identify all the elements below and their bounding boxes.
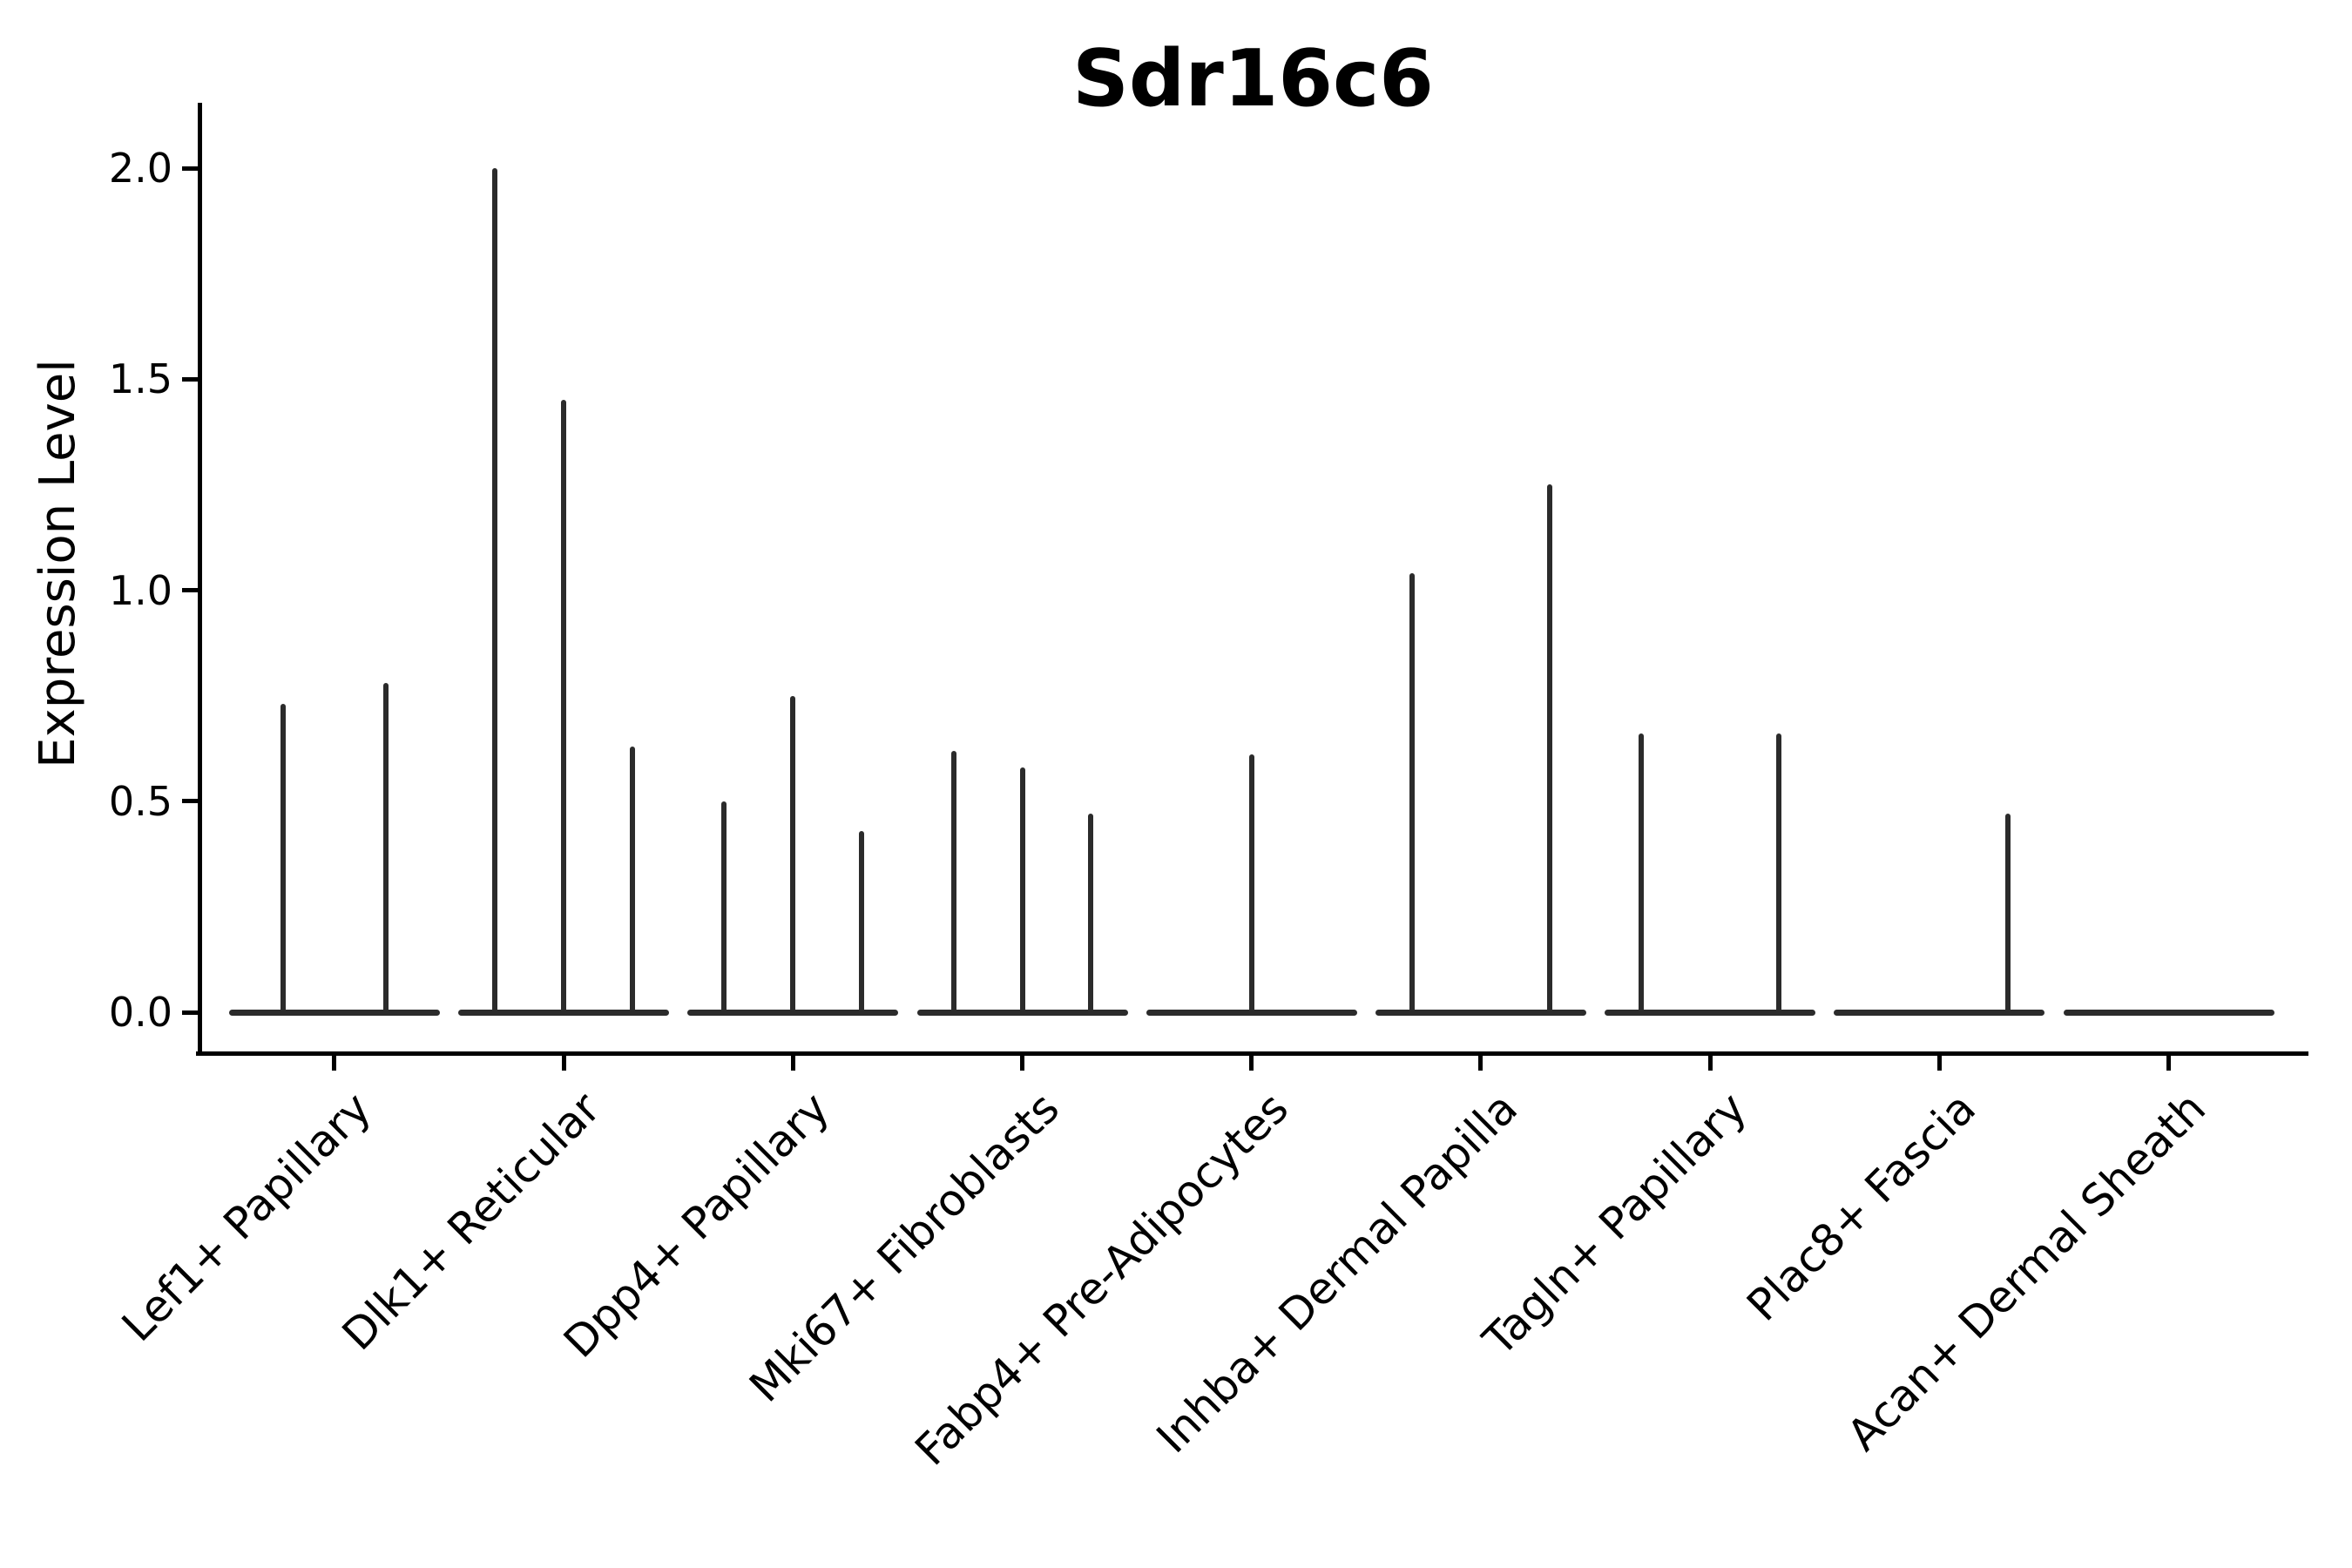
- x-tick-mark: [1249, 1056, 1254, 1071]
- x-tick-label: Dlk1+ Reticular: [332, 1083, 611, 1361]
- x-tick-label: Inhba+ Dermal Papilla: [1146, 1083, 1527, 1463]
- violin-spike: [383, 683, 389, 1012]
- violin-spike: [1248, 754, 1254, 1012]
- y-tick-mark: [182, 799, 198, 804]
- violin-baseline: [458, 1009, 670, 1016]
- violin-spike: [1776, 733, 1782, 1012]
- x-tick-mark: [332, 1056, 337, 1071]
- x-tick-mark: [2166, 1056, 2171, 1071]
- violin-baseline: [228, 1009, 440, 1016]
- violin-spike: [1409, 573, 1415, 1012]
- violin-spike: [492, 168, 498, 1012]
- x-tick-mark: [1707, 1056, 1713, 1071]
- x-tick-label: Tagln+ Papillary: [1473, 1083, 1757, 1366]
- y-tick-mark: [182, 588, 198, 592]
- violin-spike: [1088, 814, 1094, 1012]
- violin-spike: [950, 750, 956, 1012]
- x-tick-label: Fabp4+ Pre-Adipocytes: [905, 1083, 1298, 1476]
- violin-spike: [1019, 767, 1025, 1012]
- violin-baseline: [1605, 1009, 1816, 1016]
- violin-baseline: [2063, 1009, 2274, 1016]
- violin-baseline: [1375, 1009, 1586, 1016]
- x-tick-mark: [1020, 1056, 1024, 1071]
- x-tick-mark: [561, 1056, 566, 1071]
- x-tick-mark: [1936, 1056, 1942, 1071]
- y-tick-label: 1.0: [108, 566, 172, 614]
- y-tick-label: 1.5: [108, 355, 172, 403]
- violin-baseline: [1146, 1009, 1357, 1016]
- x-tick-label: Plac8+ Fascia: [1737, 1083, 1986, 1331]
- y-axis-line: [198, 103, 202, 1056]
- violin-baseline: [1834, 1009, 2045, 1016]
- x-tick-mark: [1478, 1056, 1484, 1071]
- violin-spike: [280, 704, 286, 1012]
- y-tick-label: 0.5: [108, 777, 172, 825]
- y-tick-mark: [182, 376, 198, 382]
- y-axis-label: Expression Level: [30, 359, 86, 768]
- violin-spike: [1639, 733, 1645, 1012]
- violin-baseline: [916, 1009, 1128, 1016]
- y-tick-label: 2.0: [108, 145, 172, 192]
- x-axis-line: [196, 1051, 2308, 1056]
- x-tick-label: Dpp4+ Papillary: [554, 1083, 840, 1368]
- chart-title: Sdr16c6: [1072, 33, 1434, 125]
- violin-spike: [561, 400, 567, 1012]
- y-tick-mark: [182, 166, 198, 171]
- violin-spike: [790, 695, 796, 1012]
- y-tick-label: 0.0: [108, 989, 172, 1036]
- violin-spike: [1546, 484, 1552, 1012]
- violin-baseline: [687, 1009, 899, 1016]
- violin-spike: [630, 746, 636, 1012]
- x-tick-mark: [790, 1056, 795, 1071]
- violin-spike: [859, 830, 865, 1012]
- x-tick-label: Mki67+ Fibroblasts: [739, 1083, 1069, 1412]
- y-tick-mark: [182, 1010, 198, 1015]
- violin-spike: [721, 801, 727, 1012]
- x-tick-label: Acan+ Dermal Sheath: [1836, 1083, 2215, 1461]
- violin-spike: [2005, 814, 2011, 1012]
